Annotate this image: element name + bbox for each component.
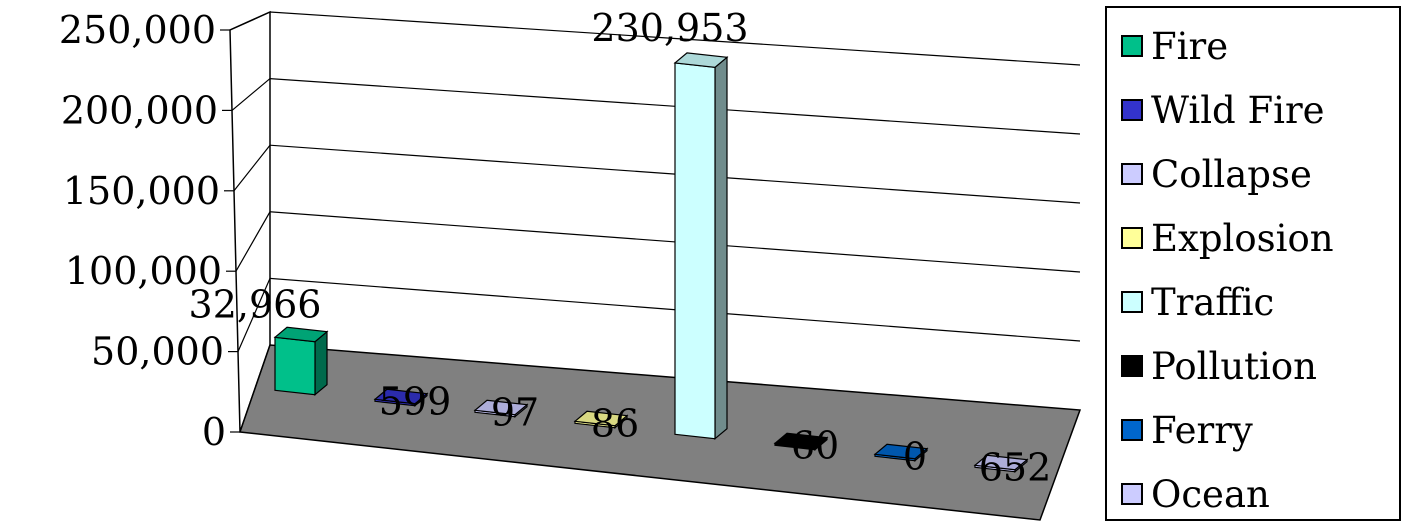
bar-pollution <box>773 432 829 451</box>
gridline <box>231 77 1081 135</box>
bar-side <box>714 56 728 440</box>
legend-swatch <box>1121 483 1143 505</box>
legend-item-ferry: Ferry <box>1121 408 1253 452</box>
bar-top <box>473 399 529 416</box>
data-label: 230,953 <box>591 6 748 50</box>
bar-ferry <box>873 443 929 462</box>
gridline <box>237 277 1081 352</box>
bar-top <box>273 326 329 343</box>
legend-label: Pollution <box>1151 344 1317 388</box>
y-tick-label: 150,000 <box>63 169 220 213</box>
bar-top <box>673 52 729 68</box>
legend-item-explosion: Explosion <box>1121 216 1334 260</box>
data-label: 652 <box>979 445 1052 489</box>
gridline <box>233 144 1081 204</box>
bar-wild-fire <box>373 388 429 407</box>
legend-swatch <box>1121 163 1143 185</box>
legend-swatch <box>1121 355 1143 377</box>
legend-swatch <box>1121 35 1143 57</box>
y-tick-label: 50,000 <box>91 330 224 374</box>
bar-side <box>314 330 328 396</box>
bar-ocean <box>973 454 1029 473</box>
legend-label: Ocean <box>1151 472 1270 516</box>
data-labels: 32,966 599 97 86 230,953 60 0 652 <box>189 6 1052 489</box>
data-label: 599 <box>379 379 452 423</box>
legend-label: Wild Fire <box>1151 88 1325 132</box>
legend-item-traffic: Traffic <box>1121 280 1275 324</box>
legend-label: Collapse <box>1151 152 1312 196</box>
legend-label: Fire <box>1151 24 1229 68</box>
data-label: 60 <box>791 423 839 467</box>
bar-top <box>973 454 1029 471</box>
gridlines <box>229 11 1081 352</box>
bar-explosion <box>573 410 629 429</box>
legend-swatch <box>1121 291 1143 313</box>
gridline <box>235 211 1081 273</box>
chart-floor <box>238 344 1082 521</box>
bars <box>273 52 1029 473</box>
legend-item-wild-fire: Wild Fire <box>1121 88 1325 132</box>
bar-front <box>674 62 716 440</box>
data-label: 0 <box>903 434 927 478</box>
bar-traffic <box>673 52 729 440</box>
legend-swatch <box>1121 99 1143 121</box>
bar-top <box>773 432 829 449</box>
chart-walls <box>229 10 1082 521</box>
legend-swatch <box>1121 419 1143 441</box>
data-label: 32,966 <box>189 282 322 326</box>
legend-item-collapse: Collapse <box>1121 152 1312 196</box>
y-axis-ticks: 0 50,000 100,000 150,000 200,000 250,000 <box>59 8 240 454</box>
legend-label: Ferry <box>1151 408 1253 452</box>
legend-label: Traffic <box>1151 280 1275 324</box>
bar-top <box>373 388 429 405</box>
gridline <box>229 11 1081 66</box>
y-tick-label: 250,000 <box>59 8 216 52</box>
y-tick-label: 200,000 <box>61 88 218 132</box>
bar-front <box>274 336 316 396</box>
data-label: 97 <box>491 390 539 434</box>
data-label: 86 <box>591 401 639 445</box>
legend-label: Explosion <box>1151 216 1334 260</box>
legend-item-fire: Fire <box>1121 24 1229 68</box>
legend-swatch <box>1121 227 1143 249</box>
legend: Fire Wild Fire Collapse Explosion Traffic Pol… <box>1105 6 1401 521</box>
legend-item-pollution: Pollution <box>1121 344 1317 388</box>
y-tick-label: 0 <box>202 410 226 454</box>
y-tick-label: 100,000 <box>65 249 222 293</box>
legend-item-ocean: Ocean <box>1121 472 1270 516</box>
bar-collapse <box>473 399 529 418</box>
bar-top <box>573 410 629 427</box>
bar-top <box>873 443 929 460</box>
bar-fire <box>273 326 329 396</box>
